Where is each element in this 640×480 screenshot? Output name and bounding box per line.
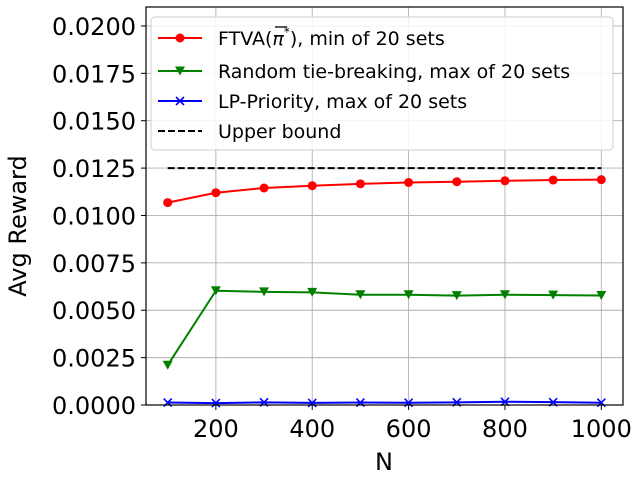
series-layer bbox=[162, 167, 607, 408]
data-point bbox=[548, 290, 559, 300]
y-tick-label: 0.0175 bbox=[52, 60, 136, 88]
data-point bbox=[451, 291, 462, 301]
x-tick-label: 1000 bbox=[571, 415, 632, 443]
legend-label-upper: Upper bound bbox=[218, 121, 341, 143]
y-tick-label: 0.0200 bbox=[52, 13, 136, 41]
y-tick-label: 0.0025 bbox=[52, 345, 136, 373]
y-tick-label: 0.0125 bbox=[52, 155, 136, 183]
data-point bbox=[452, 177, 462, 187]
x-tick-label: 400 bbox=[289, 415, 335, 443]
legend-label-random: Random tie-breaking, max of 20 sets bbox=[218, 61, 570, 83]
plot-frame bbox=[145, 6, 624, 406]
y-tick-label: 0.0000 bbox=[52, 392, 136, 420]
data-point bbox=[210, 286, 221, 296]
data-point bbox=[548, 175, 558, 185]
data-point bbox=[499, 290, 510, 300]
series-line bbox=[166, 289, 602, 366]
y-tick-label: 0.0075 bbox=[52, 250, 136, 278]
legend-marker-ftva bbox=[175, 33, 185, 43]
data-point bbox=[307, 181, 317, 191]
data-point bbox=[162, 360, 173, 370]
y-tick-label: 0.0100 bbox=[52, 202, 136, 230]
y-axis-label: Avg Reward bbox=[4, 155, 32, 296]
data-point bbox=[596, 175, 606, 185]
data-point bbox=[259, 183, 269, 193]
y-tick-label: 0.0050 bbox=[52, 297, 136, 325]
legend: FTVA(π*), min of 20 sets Random tie-brea… bbox=[150, 16, 614, 151]
data-point bbox=[307, 287, 318, 297]
series-random-tie-breaking-max-of-20-sets bbox=[162, 286, 607, 370]
data-point bbox=[163, 198, 173, 208]
legend-label-ftva-tail: ), min of 20 sets bbox=[290, 28, 445, 50]
x-tick-label: 600 bbox=[386, 415, 432, 443]
x-tick-label: 800 bbox=[482, 415, 528, 443]
x-axis-label: N bbox=[375, 448, 393, 476]
data-point bbox=[211, 188, 221, 198]
legend-label-ftva: FTVA(π*), min of 20 sets bbox=[218, 25, 445, 50]
y-tick-label: 0.0150 bbox=[52, 108, 136, 136]
legend-marker-lp bbox=[175, 96, 185, 106]
series-ftva-min-of-20-sets bbox=[163, 175, 606, 208]
data-point bbox=[596, 290, 607, 300]
legend-label-ftva-pi: π bbox=[272, 28, 284, 50]
data-point bbox=[500, 176, 510, 186]
legend-label-ftva-main: FTVA( bbox=[218, 28, 272, 50]
data-point bbox=[355, 179, 365, 189]
data-point bbox=[403, 290, 414, 300]
legend-label-lp: LP-Priority, max of 20 sets bbox=[218, 91, 467, 113]
x-tick-label: 200 bbox=[193, 415, 239, 443]
legend-label-ftva-sup: * bbox=[284, 25, 290, 39]
data-point bbox=[355, 290, 366, 300]
legend-marker-random bbox=[175, 66, 185, 76]
legend-box bbox=[150, 16, 614, 151]
series-line bbox=[167, 400, 602, 405]
axis-ticks: 200 400 600 800 1000 0.0000 0.0025 0.0050 0.0075… bbox=[52, 13, 632, 443]
series-line bbox=[167, 178, 602, 204]
data-point bbox=[259, 287, 270, 297]
data-point bbox=[211, 398, 221, 408]
data-point bbox=[404, 177, 414, 187]
